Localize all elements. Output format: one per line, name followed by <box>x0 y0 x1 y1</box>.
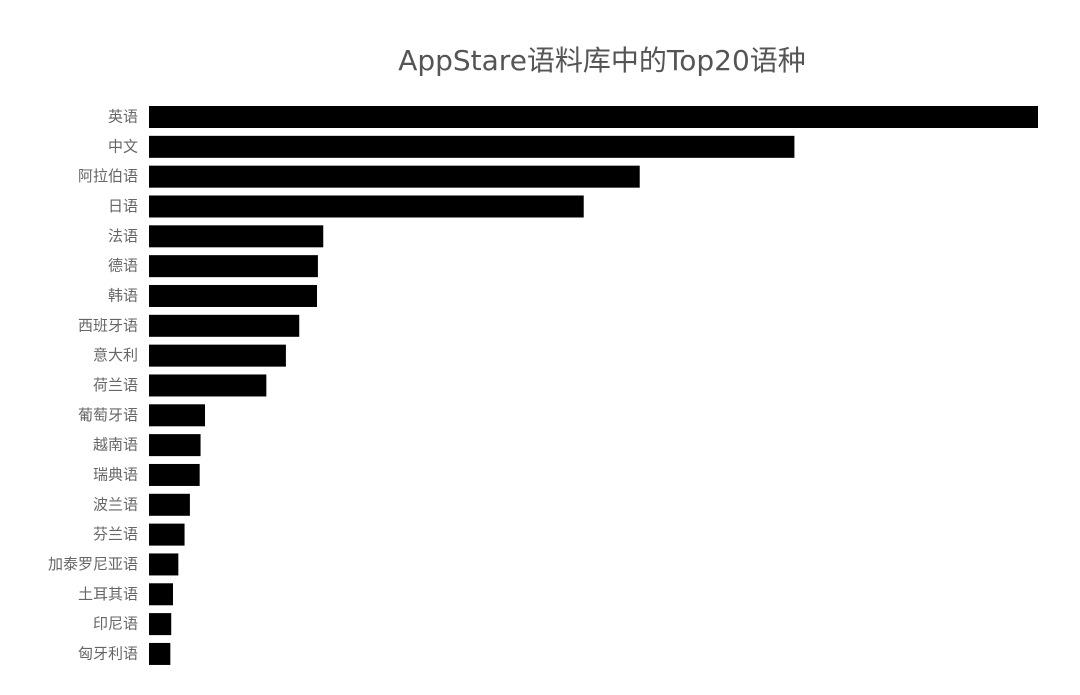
y-tick-label: 中文 <box>108 137 138 155</box>
bar <box>149 165 640 188</box>
y-tick-label: 印尼语 <box>93 615 138 633</box>
y-tick-label: 瑞典语 <box>93 465 138 483</box>
bar <box>149 404 206 427</box>
bar <box>149 225 324 248</box>
y-tick-label: 韩语 <box>108 286 138 304</box>
y-tick-label: 荷兰语 <box>93 376 138 394</box>
bar <box>149 463 200 486</box>
bar <box>149 344 286 367</box>
y-tick-label: 波兰语 <box>93 495 138 513</box>
bar <box>149 255 318 278</box>
bar <box>149 374 267 397</box>
y-tick-label: 阿拉伯语 <box>78 167 138 185</box>
y-tick-label: 日语 <box>108 197 138 215</box>
bar <box>149 583 174 606</box>
bar <box>149 434 201 457</box>
bar <box>149 493 190 516</box>
y-tick-label: 德语 <box>108 257 138 275</box>
chart-title: AppStare语料库中的Top20语种 <box>398 44 806 77</box>
bar <box>149 523 185 546</box>
bar <box>149 314 300 337</box>
y-tick-label: 法语 <box>108 227 138 245</box>
bar <box>149 284 318 307</box>
bar <box>149 195 584 218</box>
bar <box>149 642 171 665</box>
y-tick-label: 英语 <box>108 108 138 126</box>
y-tick-label: 葡萄牙语 <box>78 406 138 424</box>
y-tick-label: 越南语 <box>93 436 138 454</box>
y-tick-label: 加泰罗尼亚语 <box>48 555 138 573</box>
bar <box>149 553 179 576</box>
bar <box>149 613 172 636</box>
y-tick-label: 意大利 <box>93 346 138 364</box>
y-tick-label: 芬兰语 <box>93 525 138 543</box>
bar <box>149 106 1038 128</box>
y-tick-label: 土耳其语 <box>78 585 138 603</box>
bar <box>149 135 795 158</box>
y-tick-label: 西班牙语 <box>78 316 138 334</box>
y-tick-label: 匈牙利语 <box>78 644 138 662</box>
